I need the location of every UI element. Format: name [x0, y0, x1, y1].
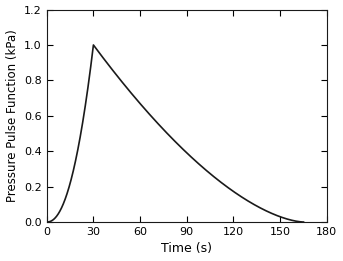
X-axis label: Time (s): Time (s)	[161, 242, 212, 256]
Y-axis label: Pressure Pulse Function (kPa): Pressure Pulse Function (kPa)	[5, 29, 19, 202]
